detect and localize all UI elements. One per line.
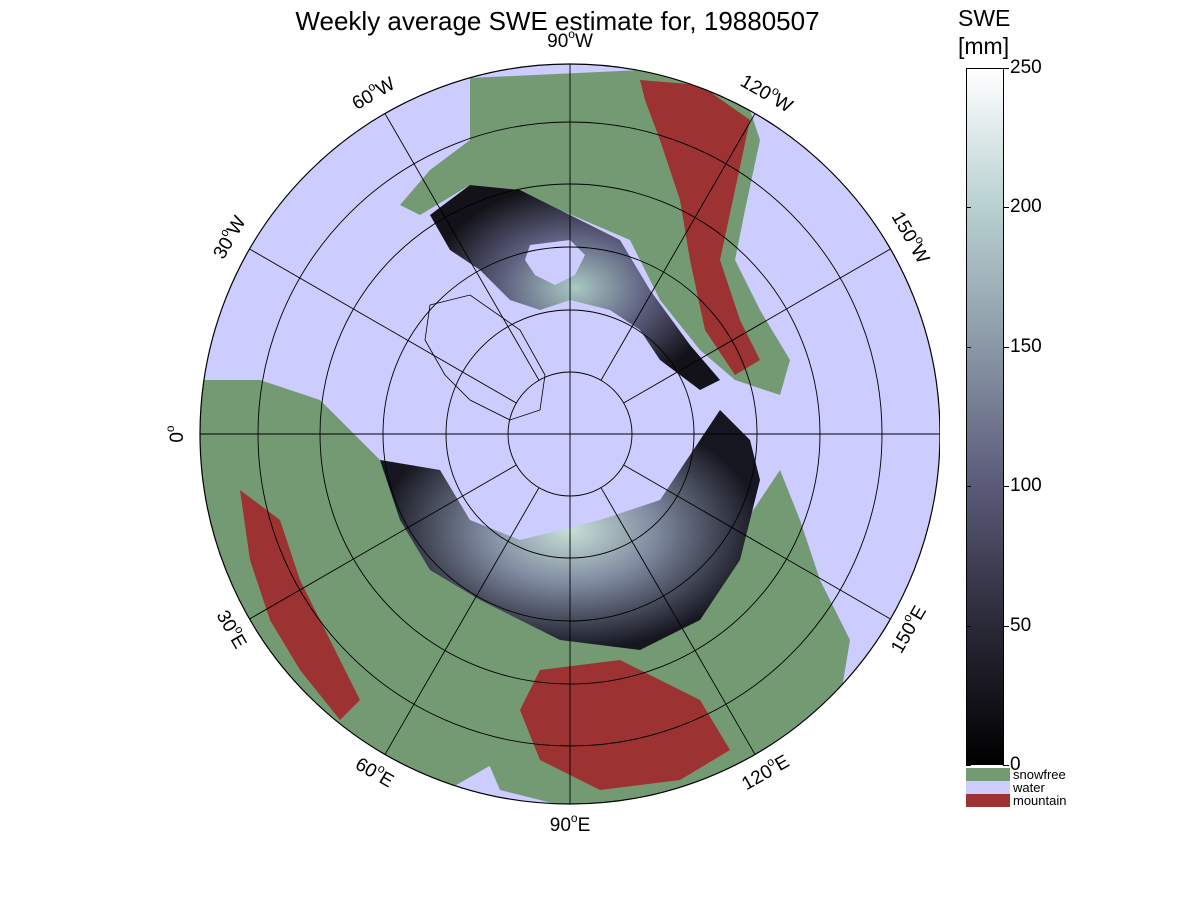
colorbar-tick-label: 250 bbox=[1010, 57, 1042, 78]
colorbar-tick-mark bbox=[966, 207, 971, 209]
legend-label-mountain: mountain bbox=[1013, 793, 1067, 808]
colorbar-tick-label: 100 bbox=[1010, 475, 1042, 497]
longitude-label: 0o bbox=[163, 425, 188, 443]
meridian-line bbox=[600, 113, 756, 381]
meridian-line bbox=[623, 248, 891, 404]
longitude-label: 30oW bbox=[206, 211, 250, 263]
legend-swatch-water bbox=[966, 781, 1010, 794]
colorbar-tick-mark bbox=[966, 486, 971, 488]
meridian-line bbox=[384, 487, 540, 755]
colorbar-tick-label: 150 bbox=[1010, 335, 1042, 357]
meridian-line bbox=[623, 464, 891, 620]
legend-swatch-mountain bbox=[966, 794, 1010, 807]
colorbar-tick-mark bbox=[1003, 346, 1009, 348]
longitude-label: 90oE bbox=[550, 811, 591, 836]
colorbar-tick-mark bbox=[966, 625, 971, 627]
colorbar-tick-mark bbox=[1003, 765, 1009, 766]
legend-label-snowfree: snowfree bbox=[1013, 767, 1066, 782]
longitude-label: 90oW bbox=[547, 27, 593, 52]
north-america-snow bbox=[430, 185, 720, 390]
colorbar-tick-mark bbox=[1003, 625, 1009, 627]
colorbar-tick-mark bbox=[966, 765, 971, 766]
meridian-line bbox=[249, 248, 517, 404]
colorbar-tick-label: 50 bbox=[1010, 614, 1032, 636]
greenland bbox=[424, 294, 546, 421]
meridian-line bbox=[384, 113, 540, 381]
meridian-line bbox=[600, 487, 756, 755]
map-title: Weekly average SWE estimate for, 1988050… bbox=[295, 6, 820, 36]
colorbar-tick-label: 0 bbox=[1010, 754, 1021, 775]
longitude-label: 60oW bbox=[347, 70, 399, 114]
colorbar-title: SWE [mm] bbox=[958, 4, 1010, 60]
europe-mountains bbox=[240, 490, 360, 720]
colorbar-title-line1: SWE bbox=[958, 5, 1011, 31]
colorbar-tick-mark bbox=[966, 68, 971, 69]
colorbar-tick-mark bbox=[1003, 68, 1009, 69]
graticule bbox=[200, 64, 940, 804]
legend-label-water: water bbox=[1013, 780, 1045, 795]
colorbar-tick-mark bbox=[1003, 486, 1009, 488]
north-america-mountains bbox=[640, 80, 760, 375]
colorbar-title-line2: [mm] bbox=[958, 33, 1010, 59]
meridian-line bbox=[249, 464, 517, 620]
colorbar-tick-label: 200 bbox=[1010, 196, 1042, 218]
colorbar-tick-mark bbox=[1003, 207, 1009, 209]
colorbar-gradient bbox=[966, 68, 1004, 765]
asia-mountains bbox=[520, 660, 730, 790]
polar-swe-map: 90oW120oW150oW180oW150oE120oE90oE60oE30o… bbox=[163, 27, 940, 836]
legend-swatch-snowfree bbox=[966, 768, 1010, 781]
colorbar-tick-mark bbox=[966, 346, 971, 348]
